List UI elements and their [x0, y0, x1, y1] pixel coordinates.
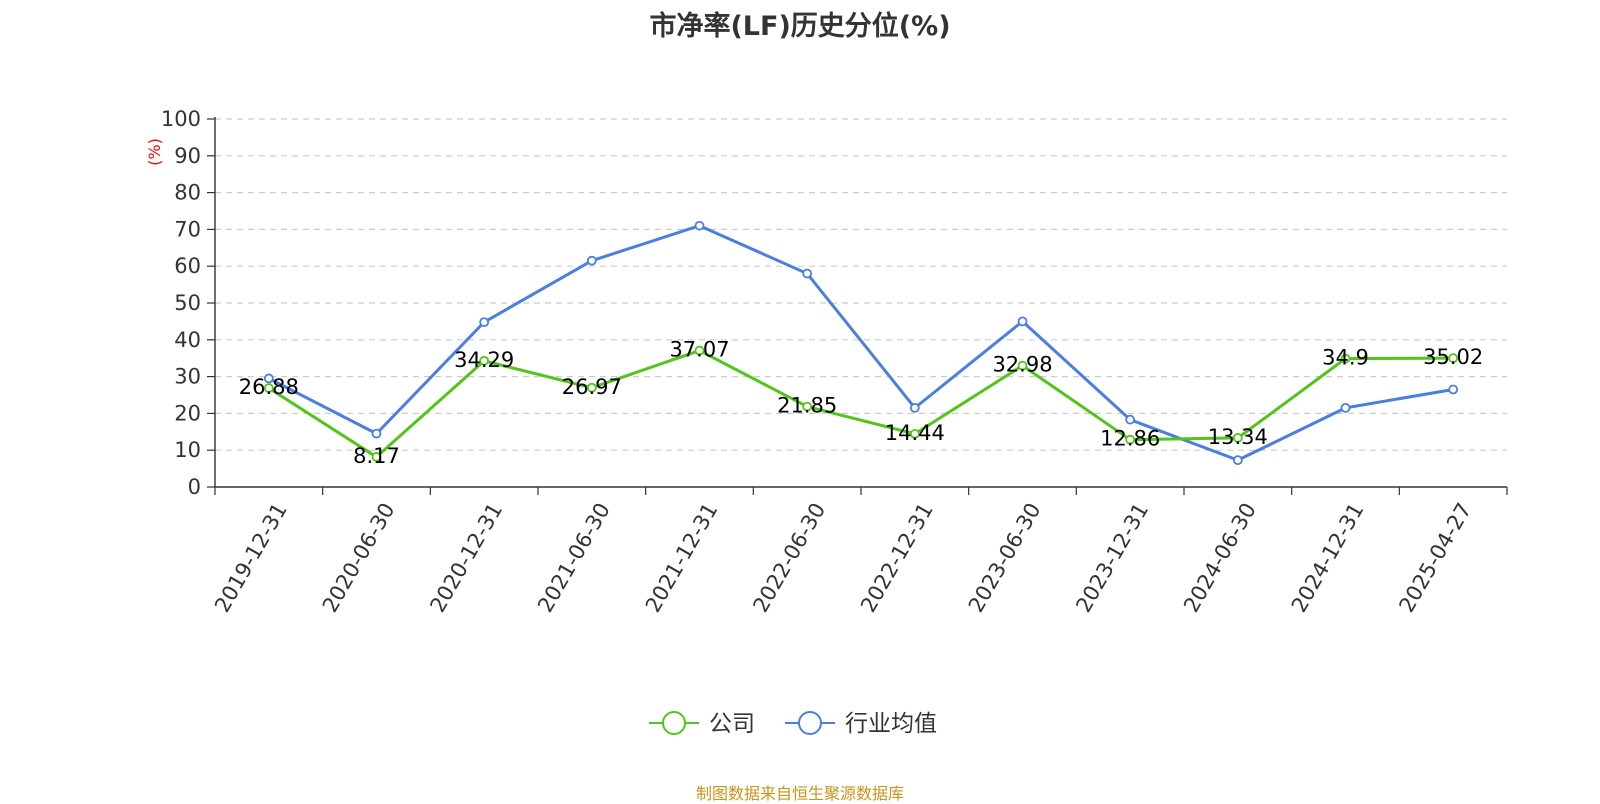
data-point: [263, 383, 274, 393]
legend-label: 行业均值: [845, 711, 937, 737]
series-lines: [263, 220, 1459, 466]
data-point: [1448, 384, 1459, 395]
data-point: [371, 452, 382, 462]
data-labels: 26.88 8.17 34.29 26.97 37.07 21.85 14.44 32.98 1…: [239, 338, 1483, 468]
data-point: [1340, 402, 1351, 413]
chart-title: 市净率(LF)历史分位(%): [649, 11, 951, 42]
x-tick-label: 2025-04-27: [1394, 499, 1476, 617]
x-tick-label: 2021-06-30: [533, 499, 615, 617]
legend-marker-icon: [798, 711, 822, 735]
y-tick-label: 30: [174, 365, 201, 389]
legend-label: 公司: [709, 711, 755, 737]
x-tick-label: 2022-12-31: [856, 499, 938, 617]
y-tick-label: 70: [174, 217, 201, 241]
x-tick-label: 2022-06-30: [748, 499, 830, 617]
y-tick-label: 0: [188, 475, 201, 499]
data-label: 14.44: [885, 421, 945, 445]
data-point: [694, 220, 705, 231]
data-point: [909, 428, 920, 439]
y-tick-label: 20: [174, 401, 201, 425]
series-line-1: [268, 224, 1454, 462]
y-tick-label: 100: [161, 107, 201, 131]
x-tick-label: 2020-12-31: [425, 499, 507, 617]
data-label: 34.29: [454, 348, 514, 372]
data-point: [694, 345, 705, 356]
legend: 公司 行业均值: [649, 711, 937, 737]
y-tick-label: 50: [174, 291, 201, 315]
y-tick-label: 80: [174, 181, 201, 205]
data-point: [479, 355, 490, 366]
x-tick-label: 2021-12-31: [641, 499, 723, 617]
data-label: 12.86: [1100, 427, 1160, 451]
x-tick-label: 2024-12-31: [1287, 499, 1369, 617]
x-tick-label: 2024-06-30: [1179, 499, 1261, 617]
y-tick-label: 40: [174, 328, 201, 352]
data-point: [263, 373, 274, 384]
data-label: 34.9: [1322, 346, 1369, 370]
data-label: 8.17: [353, 444, 400, 468]
y-tick-label: 10: [174, 438, 201, 462]
data-point: [1125, 414, 1136, 425]
data-point: [802, 401, 813, 412]
data-point: [479, 317, 490, 328]
data-point: [1340, 353, 1351, 364]
data-label: 26.97: [562, 375, 622, 399]
data-point: [1125, 434, 1136, 445]
data-point: [1448, 353, 1459, 364]
data-label: 26.88: [239, 375, 299, 399]
x-tick-label: 2020-06-30: [318, 499, 400, 617]
data-point: [1017, 360, 1028, 371]
y-tick-label: 60: [174, 254, 201, 278]
y-tick-label: 90: [174, 144, 201, 168]
data-point: [909, 402, 920, 413]
series-line-0: [268, 349, 1454, 459]
data-point: [586, 255, 597, 266]
data-point: [371, 428, 382, 439]
data-label: 37.07: [669, 338, 729, 362]
legend-item-0: 公司: [649, 711, 755, 737]
axes: 0 10 20 30 40 50 60 70 80 90 100 (%) 2019-12-31 2020-…: [145, 107, 1508, 617]
data-point: [1017, 316, 1028, 327]
data-point: [802, 268, 813, 279]
data-point: [1232, 433, 1243, 443]
data-point: [1232, 455, 1243, 466]
data-label: 21.85: [777, 394, 837, 418]
data-label: 35.02: [1423, 345, 1483, 369]
data-label: 32.98: [992, 353, 1052, 377]
data-label: 13.34: [1208, 425, 1268, 449]
line-chart: 0 10 20 30 40 50 60 70 80 90 100 (%) 2019-12-31 2020-…: [145, 107, 1508, 737]
y-axis-unit-label: (%): [145, 138, 164, 166]
x-tick-label: 2023-12-31: [1071, 499, 1153, 617]
x-tick-label: 2019-12-31: [210, 499, 292, 617]
legend-item-1: 行业均值: [785, 711, 937, 737]
source-note: 制图数据来自恒生聚源数据库: [695, 784, 904, 803]
legend-marker-icon: [662, 711, 686, 735]
x-tick-label: 2023-06-30: [964, 499, 1046, 617]
data-point: [586, 382, 597, 393]
